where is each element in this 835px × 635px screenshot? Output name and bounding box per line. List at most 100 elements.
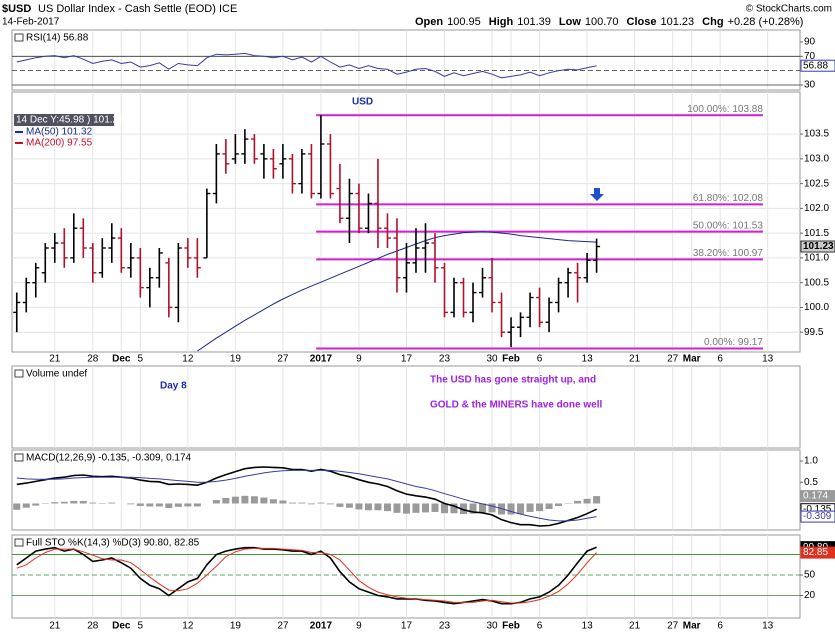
last-value-label: 101.23 <box>803 241 834 252</box>
x-tick-label: 6 <box>537 354 543 365</box>
legend-swatch <box>14 33 24 42</box>
x-tick-label: 27 <box>277 354 289 365</box>
last-value-label: -0.135 <box>803 504 832 515</box>
y-tick-label: 90 <box>804 37 816 48</box>
histogram-bar <box>431 503 439 512</box>
y-tick-label: 101.0 <box>804 253 829 264</box>
histogram-bar <box>32 503 40 506</box>
histogram-bar <box>155 503 163 507</box>
x-tick-label: Feb <box>502 354 520 365</box>
last-value-box <box>800 510 835 523</box>
y-tick-label: 103.5 <box>804 129 829 140</box>
annotation: GOLD & the MINERS have done well <box>430 400 602 411</box>
histogram-bar <box>450 503 458 514</box>
histogram-bar <box>374 503 382 511</box>
quote-value: 100.70 <box>585 16 619 28</box>
histogram-bar <box>60 501 68 504</box>
x-tick-label: Feb <box>502 621 520 632</box>
histogram-bar <box>412 503 420 513</box>
panels: 21 28 Dec 5 12 19 27 2017 9 17 23 30 Feb 6 13 21 27 Mar 6 1… <box>11 29 835 632</box>
series-line <box>16 469 597 522</box>
y-tick-label: 103.0 <box>804 153 829 164</box>
last-value-box <box>800 59 835 72</box>
histogram-bar <box>165 503 173 509</box>
histogram-bar <box>440 503 448 514</box>
x-tick-label: 21 <box>629 621 641 632</box>
last-value-label: 82.85 <box>803 547 828 558</box>
annotation: Day 8 <box>160 381 187 392</box>
x-tick-label: 13 <box>762 354 774 365</box>
histogram-bar <box>22 503 30 508</box>
x-tick-label: 27 <box>277 621 289 632</box>
histogram-bar <box>307 503 315 505</box>
annotation: USD <box>352 97 373 108</box>
x-tick-label: 5 <box>138 354 144 365</box>
y-tick-label: 0.5 <box>804 477 818 488</box>
last-value-box <box>800 240 835 253</box>
histogram-bar <box>222 497 230 504</box>
histogram-bar <box>193 503 201 507</box>
quote-value: 100.95 <box>447 16 481 28</box>
histogram-bar <box>51 502 59 504</box>
histogram-bar <box>184 503 192 507</box>
histogram-bar <box>574 500 582 504</box>
arrow <box>590 188 604 201</box>
x-tick-label: Dec <box>112 354 131 365</box>
histogram-bar <box>536 503 544 512</box>
last-value-label: 0.174 <box>803 491 828 502</box>
y-tick-label: 102.5 <box>804 178 829 189</box>
x-tick-label: 9 <box>356 354 362 365</box>
histogram-bar <box>279 500 287 504</box>
histogram-bar <box>250 496 258 504</box>
panel-title: Full STO %K(14,3) %D(3) 90.80, 82.85 <box>26 538 200 549</box>
x-tick-label: 21 <box>629 354 641 365</box>
histogram-bar <box>488 503 496 513</box>
histogram-bar <box>364 503 372 511</box>
overlay-box <box>14 114 114 126</box>
y-tick-label: 100.5 <box>804 277 829 288</box>
x-tick-label: 17 <box>401 621 413 632</box>
x-tick-label: Dec <box>112 621 131 632</box>
instrument-name: US Dollar Index - Cash Settle (EOD) ICE <box>38 3 237 15</box>
x-tick-label: 23 <box>439 354 451 365</box>
histogram-bar <box>108 502 116 504</box>
x-tick-label: 2017 <box>310 621 333 632</box>
x-tick-label: 12 <box>182 621 194 632</box>
histogram-bar <box>212 500 220 504</box>
x-tick-label: 30 <box>486 354 498 365</box>
x-tick-label: 13 <box>582 621 594 632</box>
x-tick-label: 9 <box>356 621 362 632</box>
histogram-bar <box>345 503 353 508</box>
x-tick-label: 13 <box>582 354 594 365</box>
x-tick-label: 6 <box>717 621 723 632</box>
histogram-bar <box>517 503 525 515</box>
x-tick-label: 17 <box>401 354 413 365</box>
histogram-bar <box>298 502 306 504</box>
fib-label: 100.00%: 103.88 <box>687 104 763 115</box>
y-tick-label: 70 <box>804 51 816 62</box>
histogram-bar <box>269 499 277 504</box>
panel-title: RSI(14) 56.88 <box>26 33 89 44</box>
last-value-label: 56.88 <box>803 60 828 71</box>
y-tick-label: 102.0 <box>804 203 829 214</box>
x-tick-label: 13 <box>762 621 774 632</box>
series-line <box>16 547 597 604</box>
x-tick-label: 21 <box>49 354 61 365</box>
histogram-bar <box>393 503 401 513</box>
histogram-bar <box>402 503 410 514</box>
histogram-bar <box>479 503 487 513</box>
histogram-bar <box>526 503 534 512</box>
quote-label: Open <box>415 16 443 28</box>
quote-label: Low <box>559 16 581 28</box>
x-tick-label: Mar <box>683 621 701 632</box>
y-tick-label: 30 <box>804 80 816 91</box>
legend-entry: MA(50) 101.32 <box>26 127 93 138</box>
histogram-bar <box>583 498 591 504</box>
quote-value: +0.28 (+0.28%) <box>728 16 804 28</box>
y-tick-label: 100.0 <box>804 302 829 313</box>
x-tick-label: 6 <box>537 621 543 632</box>
histogram-bar <box>507 503 515 515</box>
series-line <box>16 52 597 79</box>
histogram-bar <box>336 503 344 507</box>
